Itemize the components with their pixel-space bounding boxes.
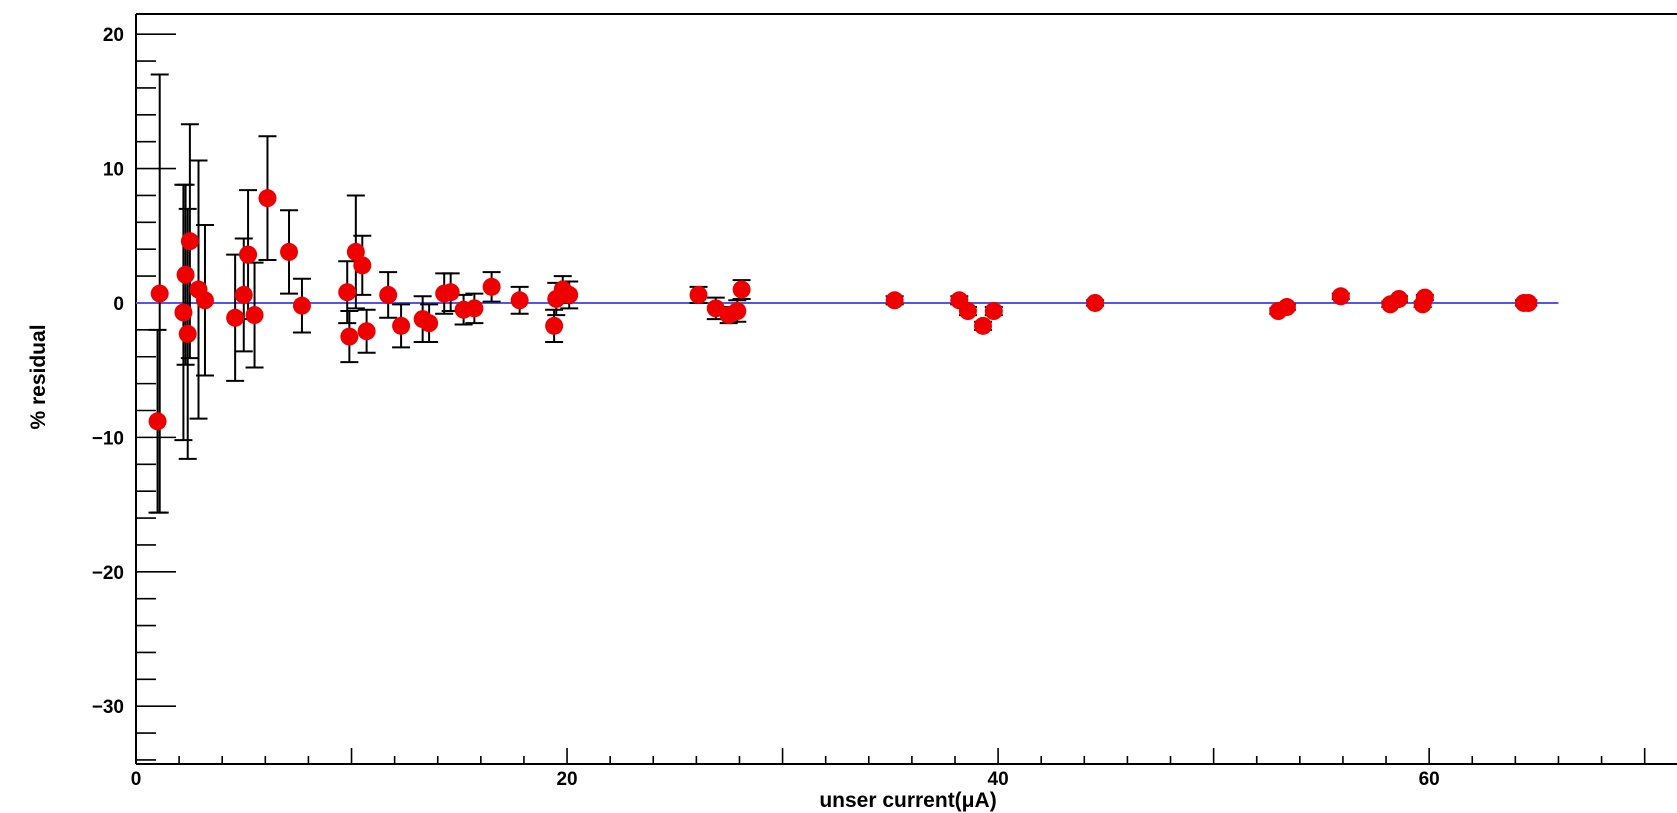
y-tick-label: −10 <box>92 428 124 449</box>
y-tick-label: −20 <box>92 563 124 584</box>
data-point <box>1086 293 1105 312</box>
data-points <box>148 189 1538 431</box>
data-point <box>245 306 264 325</box>
data-point <box>195 291 214 310</box>
plot-frame <box>135 13 1677 765</box>
data-point <box>1277 298 1296 317</box>
data-point <box>728 302 747 321</box>
data-point <box>545 316 564 335</box>
data-point <box>974 316 993 335</box>
data-point <box>353 256 372 275</box>
data-point <box>560 285 579 304</box>
data-point <box>226 308 245 327</box>
data-point <box>482 277 501 296</box>
data-point <box>346 242 365 261</box>
data-point <box>379 285 398 304</box>
axis-labels: 20 10 0 −10 −20 −30 0 20 40 60 <box>92 25 1440 790</box>
y-tick-label: 20 <box>103 25 124 46</box>
data-point <box>1331 287 1350 306</box>
data-point <box>510 291 529 310</box>
x-axis-title: unser current(μA) <box>819 789 996 812</box>
data-point <box>885 291 904 310</box>
x-tick-label: 20 <box>556 769 577 790</box>
x-axis-ticks <box>135 748 1646 764</box>
data-point <box>392 316 411 335</box>
x-tick-label: 0 <box>131 769 142 790</box>
x-tick-label: 40 <box>988 769 1009 790</box>
data-point <box>1519 293 1538 312</box>
data-point <box>465 299 484 318</box>
x-tick-label: 60 <box>1419 769 1440 790</box>
data-point <box>1415 288 1434 307</box>
data-point <box>174 303 193 322</box>
y-axis-ticks <box>136 33 176 761</box>
data-point <box>180 232 199 251</box>
data-point <box>420 314 439 333</box>
data-point <box>984 302 1003 321</box>
data-point <box>732 280 751 299</box>
data-point <box>338 283 357 302</box>
data-point <box>148 412 167 431</box>
data-point <box>441 283 460 302</box>
data-point <box>357 322 376 341</box>
data-point <box>178 324 197 343</box>
error-bars <box>148 73 1538 514</box>
data-point <box>176 265 195 284</box>
data-point <box>689 285 708 304</box>
data-point <box>280 242 299 261</box>
y-tick-label: 10 <box>103 160 124 181</box>
data-point <box>258 189 277 208</box>
y-tick-label: −30 <box>92 697 124 718</box>
data-point <box>340 327 359 346</box>
data-point <box>239 245 258 264</box>
data-point <box>1389 289 1408 308</box>
y-tick-label: 0 <box>113 294 124 315</box>
data-point <box>234 285 253 304</box>
data-point <box>958 302 977 321</box>
data-point <box>150 284 169 303</box>
y-axis-title: % residual <box>27 324 50 429</box>
data-point <box>292 296 311 315</box>
